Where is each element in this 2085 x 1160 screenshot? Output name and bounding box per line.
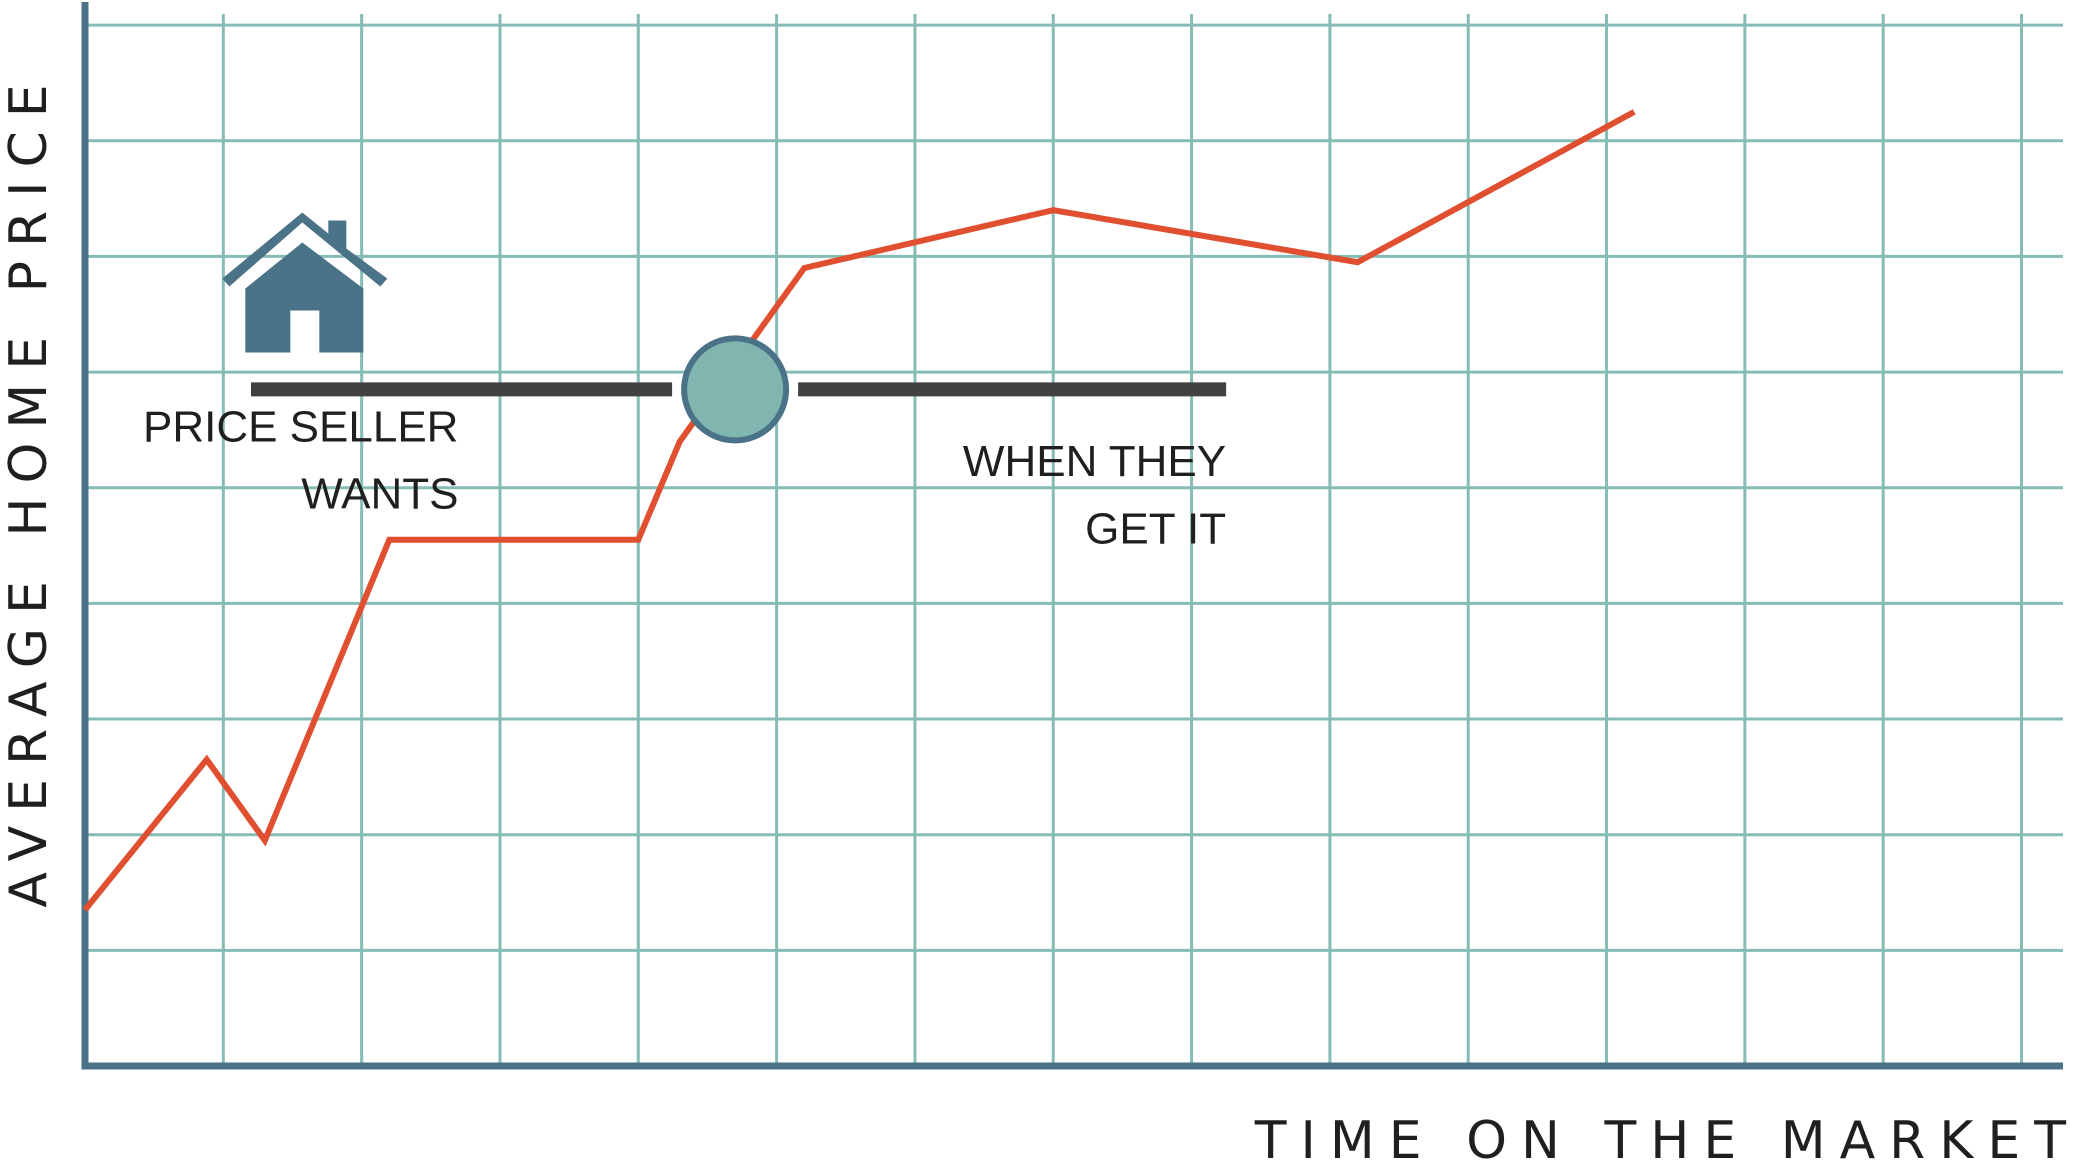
annotations: PRICE SELLER WANTS WHEN THEY GET IT <box>143 402 1226 553</box>
y-axis-title: AVERAGE HOME PRICE <box>0 70 59 907</box>
annotation-label: PRICE SELLER <box>143 402 458 451</box>
annotation-label: WANTS <box>301 470 458 519</box>
series-line <box>82 109 1636 912</box>
annotation-label: GET IT <box>1085 504 1226 553</box>
intersection-marker <box>681 335 790 444</box>
annotation-label: WHEN THEY <box>963 437 1226 486</box>
target-layer <box>250 335 1227 444</box>
grid <box>85 14 2063 1066</box>
icon-layer <box>222 212 388 353</box>
series-layer <box>82 109 1636 912</box>
house-body <box>245 242 364 353</box>
house-roof <box>222 212 388 287</box>
axes <box>81 2 2063 1070</box>
x-axis-title: TIME ON THE MARKET <box>1254 1111 2080 1160</box>
house-icon <box>222 212 388 353</box>
axis-lines <box>81 2 2063 1070</box>
